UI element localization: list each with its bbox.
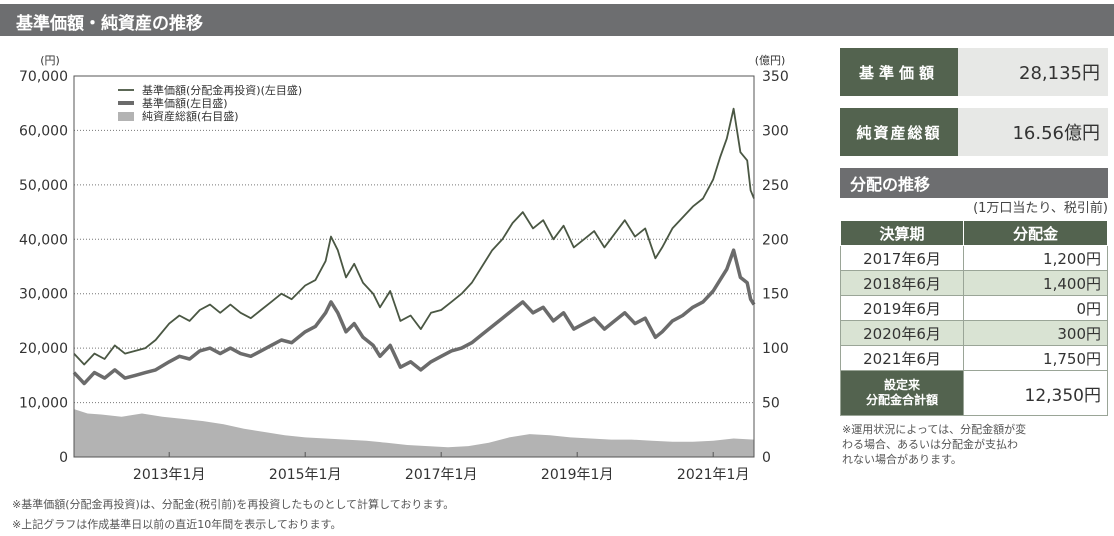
table-row: 2019年6月 0円 bbox=[840, 295, 1108, 321]
left-tick-label: 0 bbox=[59, 450, 68, 466]
row-period: 2018年6月 bbox=[840, 270, 964, 296]
row-period: 2017年6月 bbox=[840, 245, 964, 271]
row-amount: 1,400円 bbox=[963, 270, 1108, 296]
row-period: 2019年6月 bbox=[840, 295, 964, 321]
net-assets-value: 16.56億円 bbox=[958, 108, 1108, 156]
section-title: 基準価額・純資産の推移 bbox=[16, 14, 203, 34]
left-tick-label: 70,000 bbox=[19, 69, 68, 85]
axis-labels: 0 0 10,000 50 20,000 100 30,000 150 40,000 200 50,… bbox=[19, 54, 789, 483]
total-row: 設定来 分配金合計額 12,350円 bbox=[840, 370, 1108, 416]
nav-chart: 0 0 10,000 50 20,000 100 30,000 150 40,000 200 50,… bbox=[19, 54, 789, 483]
row-period: 2020年6月 bbox=[840, 320, 964, 346]
distribution-table: 決算期 分配金 2017年6月 1,200円 2018年6月 1,400円 20… bbox=[840, 220, 1108, 416]
right-tick-label: 150 bbox=[762, 287, 789, 303]
right-tick-label: 250 bbox=[762, 178, 789, 194]
plot-frame bbox=[73, 75, 755, 458]
legend-swatch bbox=[118, 112, 134, 121]
legend-label: 純資産総額(右目盛) bbox=[142, 109, 239, 123]
net-assets-area bbox=[74, 409, 754, 457]
right-tick-label: 100 bbox=[762, 341, 789, 357]
footnote-1: ※基準価額(分配金再投資)は、分配金(税引前)を再投資したものとして計算しており… bbox=[12, 498, 455, 511]
footnote-2: ※上記グラフは作成基準日以前の直近10年間を表示しております。 bbox=[12, 518, 342, 531]
right-tick-label: 300 bbox=[762, 123, 789, 139]
right-tick-label: 50 bbox=[762, 396, 780, 412]
x-tick-label: 2021年1月 bbox=[677, 467, 750, 483]
total-label-line-1: 設定来 bbox=[883, 378, 920, 392]
total-label-line-2: 分配金合計額 bbox=[865, 393, 938, 407]
row-amount: 1,200円 bbox=[963, 245, 1108, 271]
left-tick-label: 10,000 bbox=[19, 396, 68, 412]
right-tick-label: 200 bbox=[762, 232, 789, 248]
area-layer bbox=[74, 409, 754, 457]
left-tick-label: 60,000 bbox=[19, 123, 68, 139]
left-tick-label: 50,000 bbox=[19, 178, 68, 194]
distribution-note: ※運用状況によっては、分配金額が変 わる場合、あるいは分配金が支払わ れない場合… bbox=[840, 422, 1108, 467]
total-label: 設定来 分配金合計額 bbox=[840, 370, 964, 416]
distribution-subtitle: (1万口当たり、税引前) bbox=[973, 201, 1108, 216]
summary-panel: 基準価額 28,135円 純資産総額 16.56億円 分配の推移 (1万口当たり… bbox=[840, 48, 1108, 467]
legend-label: 基準価額(分配金再投資)(左目盛) bbox=[142, 83, 302, 97]
header-period: 決算期 bbox=[840, 220, 964, 246]
distribution-title: 分配の推移 bbox=[840, 168, 1108, 198]
chart-legend: 基準価額(分配金再投資)(左目盛)基準価額(左目盛)純資産総額(右目盛) bbox=[118, 83, 302, 123]
left-axis-unit: (円) bbox=[40, 54, 60, 67]
left-tick-label: 40,000 bbox=[19, 232, 68, 248]
x-tick-label: 2017年1月 bbox=[405, 467, 478, 483]
right-tick-label: 350 bbox=[762, 69, 789, 85]
line-layer bbox=[72, 107, 756, 386]
x-tick-label: 2013年1月 bbox=[133, 467, 206, 483]
table-row: 2020年6月 300円 bbox=[840, 320, 1108, 346]
nav-value: 28,135円 bbox=[958, 48, 1108, 96]
table-row: 2017年6月 1,200円 bbox=[840, 245, 1108, 271]
nav-reinvested-line bbox=[73, 107, 755, 366]
nav-line bbox=[72, 248, 756, 386]
distribution-note-line: わる場合、あるいは分配金が支払わ bbox=[842, 438, 1018, 451]
left-tick-label: 20,000 bbox=[19, 341, 68, 357]
net-assets-stat: 純資産総額 16.56億円 bbox=[840, 108, 1108, 156]
section-title-bar: 基準価額・純資産の推移 bbox=[0, 4, 1114, 36]
row-amount: 0円 bbox=[963, 295, 1108, 321]
row-amount: 1,750円 bbox=[963, 345, 1108, 371]
net-assets-label: 純資産総額 bbox=[840, 108, 958, 156]
table-row: 2021年6月 1,750円 bbox=[840, 345, 1108, 371]
total-amount: 12,350円 bbox=[963, 370, 1108, 416]
header-amount: 分配金 bbox=[963, 220, 1108, 246]
distribution-header-row: 決算期 分配金 bbox=[840, 220, 1108, 246]
row-amount: 300円 bbox=[963, 320, 1108, 346]
distribution-note-line: れない場合があります。 bbox=[842, 453, 962, 466]
table-row: 2018年6月 1,400円 bbox=[840, 270, 1108, 296]
x-tick-label: 2015年1月 bbox=[269, 467, 342, 483]
grid-lines bbox=[74, 129, 754, 404]
left-tick-label: 30,000 bbox=[19, 287, 68, 303]
right-axis-unit: (億円) bbox=[755, 54, 786, 67]
legend-label: 基準価額(左目盛) bbox=[142, 96, 228, 110]
right-tick-label: 0 bbox=[762, 450, 771, 466]
nav-stat: 基準価額 28,135円 bbox=[840, 48, 1108, 96]
x-tick-label: 2019年1月 bbox=[541, 467, 614, 483]
nav-label: 基準価額 bbox=[840, 48, 958, 96]
row-period: 2021年6月 bbox=[840, 345, 964, 371]
distribution-note-line: ※運用状況によっては、分配金額が変 bbox=[842, 423, 1027, 436]
